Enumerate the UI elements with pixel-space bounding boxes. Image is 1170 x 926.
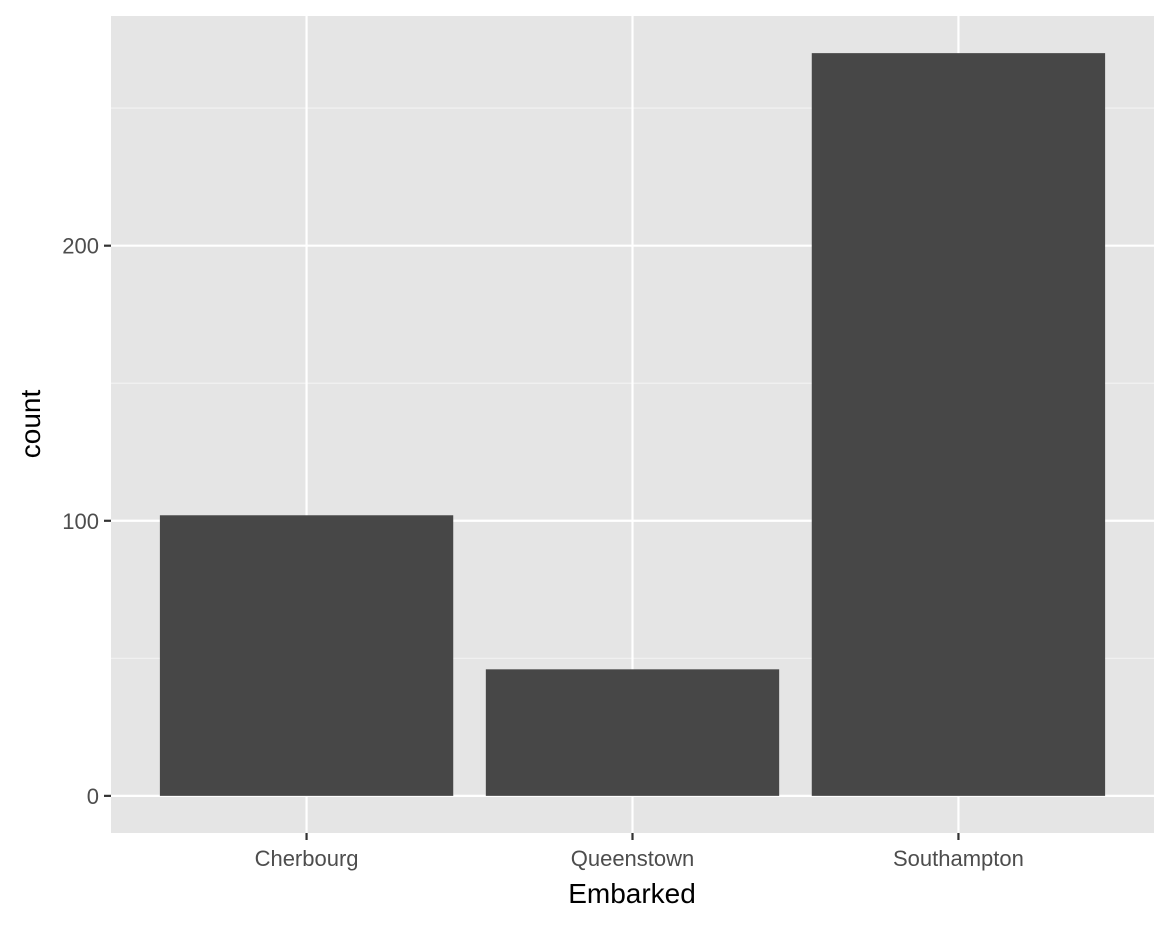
y-tick-label: 100 — [62, 509, 99, 534]
y-axis: 0 100 200 — [62, 234, 111, 809]
y-axis-title: count — [15, 390, 46, 459]
x-tick-label: Queenstown — [571, 846, 695, 871]
y-tick-label: 0 — [87, 784, 99, 809]
bar-cherbourg — [159, 515, 454, 796]
x-tick-label: Southampton — [893, 846, 1024, 871]
x-axis: Cherbourg Queenstown Southampton — [255, 833, 1024, 871]
bar-southampton — [811, 53, 1106, 796]
x-tick-label: Cherbourg — [255, 846, 359, 871]
y-tick-label: 200 — [62, 234, 99, 259]
bar-queenstown — [485, 669, 780, 796]
bars — [159, 53, 1106, 796]
x-axis-title: Embarked — [568, 878, 696, 909]
